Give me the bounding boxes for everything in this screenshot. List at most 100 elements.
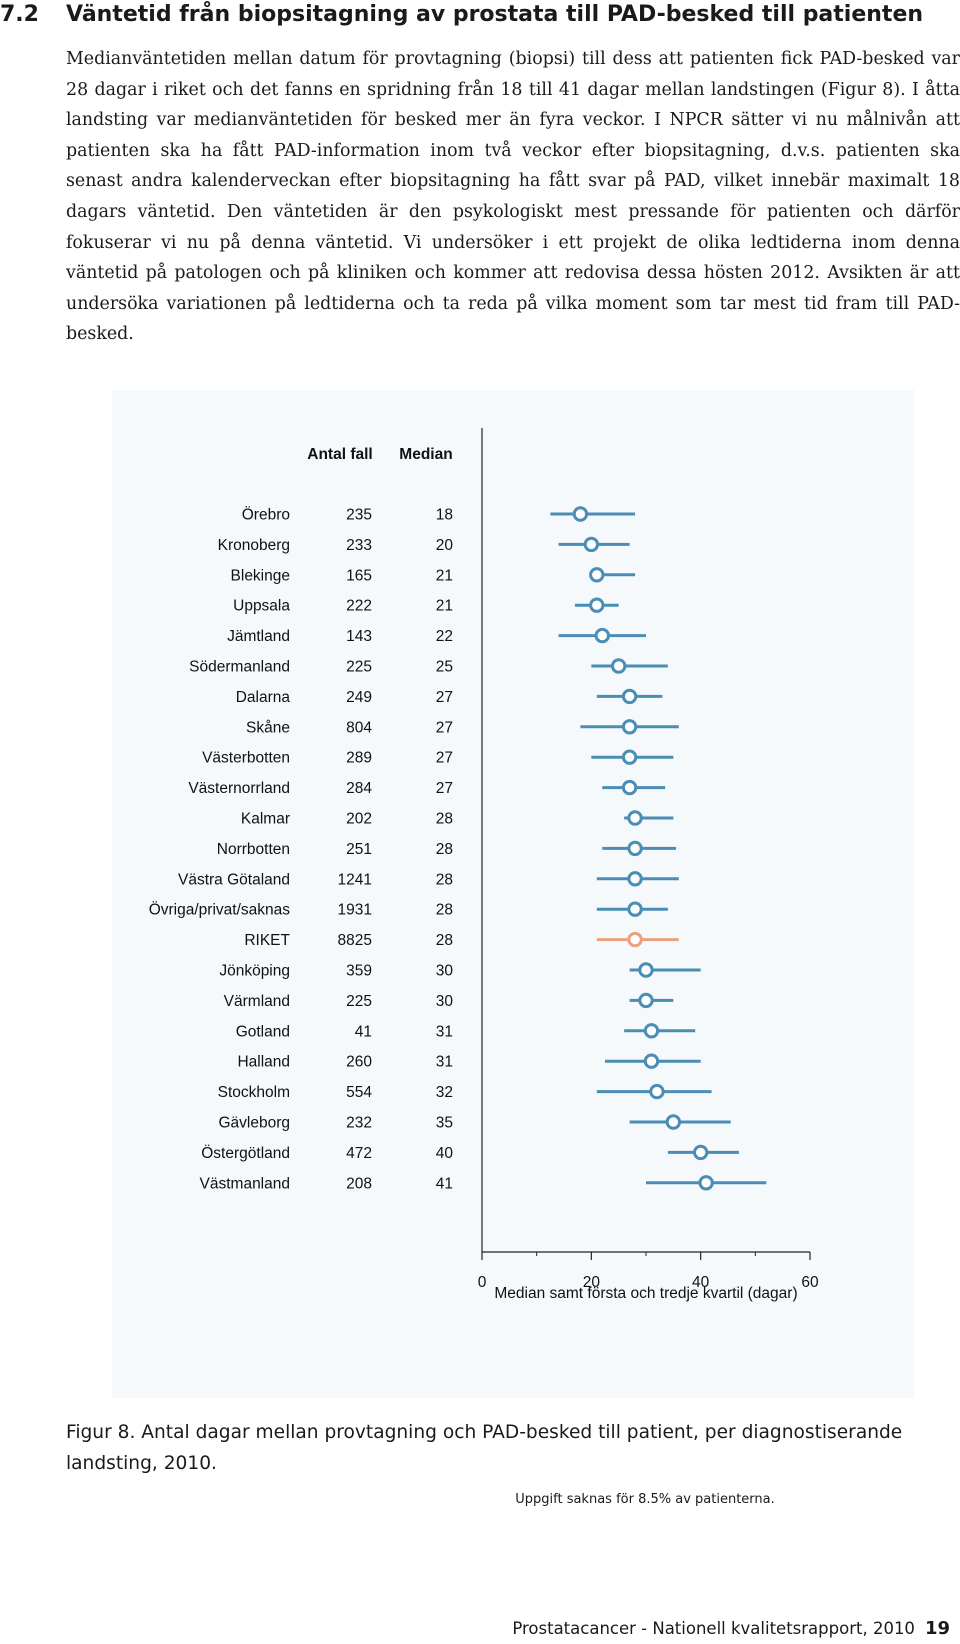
median-marker — [627, 810, 643, 826]
tick-label: 0 — [478, 1274, 487, 1291]
median-marker — [627, 840, 643, 857]
region-label: Blekinge — [231, 567, 290, 584]
median-value: 32 — [436, 1084, 453, 1101]
row-västra-götaland: Västra Götaland 1241 28 — [178, 871, 679, 888]
count-value: 260 — [346, 1054, 372, 1071]
region-label: Jönköping — [219, 963, 290, 980]
median-value: 22 — [436, 628, 453, 645]
median-marker — [621, 779, 638, 796]
median-value: 28 — [436, 841, 453, 858]
row-kronoberg: Kronoberg 233 20 — [218, 536, 630, 554]
count-value: 41 — [355, 1023, 372, 1040]
region-label: Jämtland — [227, 628, 290, 645]
median-value: 31 — [436, 1023, 453, 1040]
count-value: 222 — [346, 598, 372, 615]
median-marker — [643, 1053, 660, 1069]
region-label: Kalmar — [241, 811, 290, 828]
count-value: 359 — [346, 963, 372, 980]
row-gävleborg: Gävleborg 232 35 — [218, 1114, 731, 1132]
row-riket: RIKET 8825 28 — [244, 931, 679, 949]
figure-caption: Figur 8. Antal dagar mellan provtagning … — [66, 1422, 903, 1474]
median-value: 25 — [436, 659, 453, 676]
region-label: Stockholm — [218, 1084, 290, 1101]
region-label: Skåne — [246, 719, 290, 736]
region-label: Uppsala — [233, 598, 290, 615]
section-heading: 7.2 Väntetid från biopsitagning av prost… — [0, 0, 960, 34]
count-value: 165 — [346, 567, 372, 584]
median-value: 27 — [436, 780, 453, 797]
median-marker — [594, 627, 610, 644]
region-label: Västernorrland — [188, 780, 290, 797]
region-label: Västra Götaland — [178, 871, 290, 888]
count-value: 225 — [346, 659, 372, 676]
row-värmland: Värmland 225 30 — [224, 992, 674, 1010]
count-value: 1931 — [338, 902, 372, 919]
median-marker — [572, 506, 589, 522]
count-value: 1241 — [338, 871, 372, 888]
footer-text: Prostatacancer - Nationell kvalitetsrapp… — [512, 1619, 915, 1638]
count-value: 232 — [346, 1115, 372, 1132]
region-label: Gävleborg — [218, 1115, 290, 1132]
tick-label: 60 — [801, 1274, 819, 1291]
median-value: 30 — [436, 993, 454, 1010]
figure-panel — [112, 390, 914, 1398]
median-marker — [589, 567, 605, 583]
row-östergötland: Östergötland 472 40 — [201, 1144, 739, 1162]
region-label: Värmland — [224, 993, 290, 1010]
median-marker — [643, 1023, 660, 1039]
median-marker — [621, 749, 638, 765]
region-label: Dalarna — [236, 689, 291, 706]
count-value: 284 — [346, 780, 372, 797]
row-västerbotten: Västerbotten 289 27 — [202, 749, 674, 767]
count-value: 235 — [346, 507, 372, 524]
region-label: Övriga/privat/saknas — [149, 901, 291, 919]
median-marker — [621, 688, 638, 705]
median-marker — [627, 931, 643, 948]
region-label: RIKET — [244, 932, 290, 949]
header-antal-fall: Antal fall — [307, 446, 372, 463]
median-value: 31 — [436, 1054, 453, 1071]
count-value: 289 — [346, 750, 372, 767]
median-value: 27 — [436, 750, 453, 767]
median-marker — [589, 597, 605, 613]
region-label: Kronoberg — [218, 537, 290, 554]
median-marker — [698, 1175, 714, 1191]
region-label: Halland — [237, 1054, 290, 1071]
row-jönköping: Jönköping 359 30 — [219, 962, 701, 980]
row-södermanland: Södermanland 225 25 — [189, 658, 668, 676]
row-uppsala: Uppsala 222 21 — [233, 597, 619, 615]
region-label: Örebro — [242, 506, 290, 524]
median-value: 30 — [436, 963, 454, 980]
median-marker — [638, 962, 654, 978]
median-value: 40 — [436, 1145, 454, 1162]
count-value: 554 — [346, 1084, 372, 1101]
row-västernorrland: Västernorrland 284 27 — [188, 779, 666, 797]
median-marker — [692, 1144, 709, 1161]
count-value: 804 — [346, 719, 372, 736]
median-marker — [649, 1083, 665, 1100]
region-label: Västmanland — [200, 1175, 290, 1192]
section-title: Väntetid från biopsitagning av prostata … — [66, 2, 924, 27]
figure-footnote: Uppgift saknas för 8.5% av patienterna. — [515, 1492, 775, 1507]
median-value: 28 — [436, 902, 453, 919]
body-paragraph: Medianväntetiden mellan datum för provta… — [66, 49, 960, 345]
median-value: 28 — [436, 932, 453, 949]
count-value: 143 — [346, 628, 372, 645]
row-blekinge: Blekinge 165 21 — [231, 567, 636, 584]
median-marker — [665, 1114, 682, 1130]
median-value: 27 — [436, 719, 453, 736]
count-value: 8825 — [338, 932, 372, 949]
median-value: 21 — [436, 567, 453, 584]
row-stockholm: Stockholm 554 32 — [218, 1083, 712, 1101]
row-övriga-privat-saknas: Övriga/privat/saknas 1931 28 — [149, 901, 668, 919]
count-value: 249 — [346, 689, 372, 706]
median-value: 41 — [436, 1175, 453, 1192]
median-marker — [583, 536, 600, 553]
header-median: Median — [399, 446, 452, 463]
median-marker — [638, 992, 654, 1009]
row-gotland: Gotland 41 31 — [236, 1023, 696, 1040]
median-value: 21 — [436, 598, 453, 615]
tick-label: 40 — [692, 1274, 710, 1291]
count-value: 233 — [346, 537, 372, 554]
median-marker — [627, 901, 643, 917]
